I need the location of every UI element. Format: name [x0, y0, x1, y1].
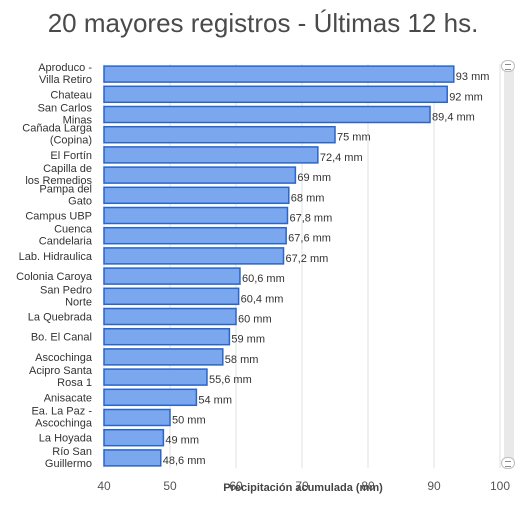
value-label: 55,6 mm	[209, 374, 252, 386]
value-label: 92 mm	[449, 91, 483, 103]
scroll-grip-icon[interactable]	[501, 457, 515, 469]
value-label: 89,4 mm	[432, 112, 475, 124]
bar[interactable]	[103, 307, 237, 326]
x-axis-title: Precipitación acumulada (mm)	[223, 482, 383, 494]
value-label: 58 mm	[225, 354, 259, 366]
chart-scrollbar[interactable]	[501, 60, 515, 469]
bars	[103, 65, 455, 467]
bar[interactable]	[103, 65, 455, 83]
value-label: 49 mm	[165, 435, 199, 447]
bar[interactable]	[103, 327, 231, 346]
scroll-grip-icon[interactable]	[501, 60, 515, 72]
category-label: Colonia Caroya	[16, 271, 93, 283]
category-label: Anisacate	[44, 392, 92, 404]
category-label: El Fortín	[50, 150, 92, 162]
x-tick-label: 90	[427, 479, 441, 493]
value-label: 69 mm	[297, 172, 331, 184]
value-label: 54 mm	[198, 394, 232, 406]
x-tick-label: 40	[97, 479, 111, 493]
category-label: Cuenca Candelaria	[39, 224, 93, 248]
value-label: 60 mm	[238, 314, 272, 326]
bar[interactable]	[103, 408, 171, 427]
grid-lines	[103, 64, 501, 468]
bar[interactable]	[103, 105, 431, 124]
category-label: Lab. Hidraulica	[19, 251, 93, 263]
value-label: 59 mm	[231, 334, 265, 346]
category-label: Aproduco -Villa Retiro	[38, 62, 92, 86]
value-labels: 93 mm 92 mm 89,4 mm 75 mm 72,4 mm 69 mm 68 mm 6…	[163, 71, 490, 467]
category-labels: Aproduco -Villa Retiro Chateau San Carlos M…	[16, 62, 93, 470]
bar[interactable]	[103, 186, 290, 205]
bar[interactable]	[103, 166, 297, 184]
bar[interactable]	[103, 267, 241, 285]
value-label: 60,6 mm	[242, 273, 285, 285]
x-tick-label: 60	[229, 479, 243, 493]
value-label: 50 mm	[172, 415, 206, 427]
x-tick-label: 100	[490, 479, 510, 493]
category-label: Bo. El Canal	[31, 332, 92, 344]
category-label: La Hoyada	[39, 433, 93, 445]
bar[interactable]	[103, 368, 208, 386]
bar[interactable]	[103, 85, 448, 104]
bar[interactable]	[103, 247, 285, 265]
category-label: Acipro Santa Rosa 1	[29, 365, 93, 389]
bar[interactable]	[103, 287, 240, 306]
bar[interactable]	[103, 449, 162, 467]
category-label: La Quebrada	[28, 312, 93, 324]
value-label: 67,6 mm	[288, 233, 331, 245]
value-label: 75 mm	[337, 132, 371, 144]
value-label: 72,4 mm	[320, 152, 363, 164]
category-label: Ascochinga	[35, 352, 93, 364]
value-label: 48,6 mm	[163, 455, 206, 467]
bar[interactable]	[103, 348, 224, 366]
bar[interactable]	[103, 125, 336, 144]
value-label: 60,4 mm	[241, 293, 284, 305]
chart-title: 20 mayores registros - Últimas 12 hs.	[47, 8, 479, 38]
category-label: Chateau	[50, 89, 92, 101]
value-label: 67,8 mm	[289, 213, 332, 225]
value-label: 67,2 mm	[286, 253, 329, 265]
x-tick-label: 70	[295, 479, 309, 493]
category-label: Río San Guillermo	[45, 446, 92, 470]
category-label: Pampa del Gato	[39, 183, 92, 207]
value-label: 93 mm	[456, 71, 490, 83]
bar[interactable]	[103, 206, 289, 225]
value-label: 68 mm	[291, 192, 325, 204]
bar[interactable]	[103, 388, 198, 407]
x-tick-label: 50	[163, 479, 177, 493]
category-label: San Pedro Norte	[40, 284, 92, 308]
bar[interactable]	[103, 428, 165, 447]
x-tick-label: 80	[361, 479, 375, 493]
bar[interactable]	[103, 226, 287, 245]
category-label: Ea. La Paz -Ascochinga	[31, 406, 92, 430]
category-label: Capilla de los Remedios	[25, 163, 92, 187]
category-label: Cañada Larga (Copina)	[22, 123, 93, 147]
x-tick-labels: 40 50 60 70 80 90 100	[97, 479, 510, 493]
category-label: Campus UBP	[25, 211, 92, 223]
bar[interactable]	[103, 146, 319, 164]
category-label: San Carlos Minas	[38, 103, 93, 127]
